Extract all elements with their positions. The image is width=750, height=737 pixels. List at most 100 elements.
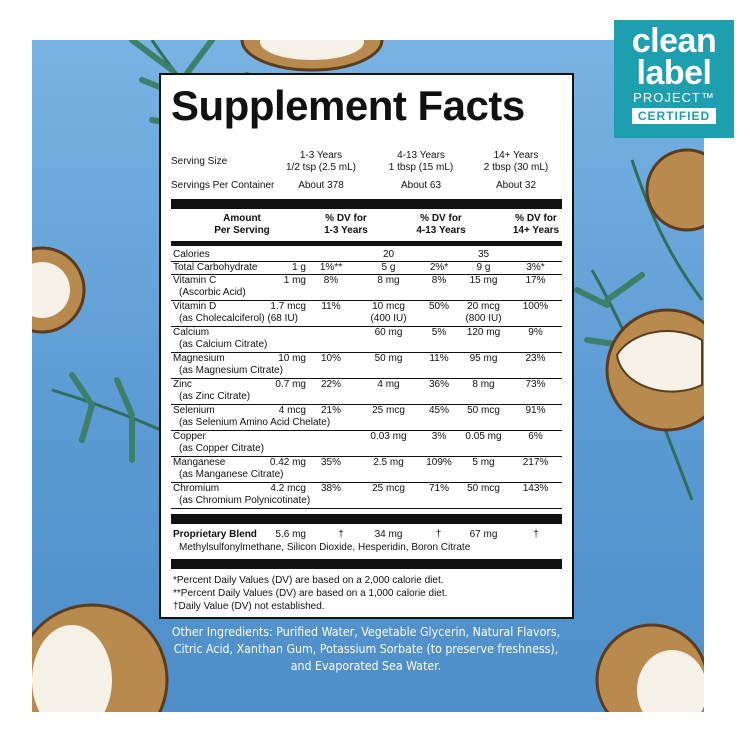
nutrient-value: 21% <box>320 405 341 416</box>
nutrient-value: 50 mg <box>374 353 403 364</box>
nutrient-name: Vitamin C <box>173 275 217 286</box>
clean-label-project-badge: clean label PROJECT™ CERTIFIED <box>614 20 734 138</box>
nutrient-value: 95 mg <box>469 353 498 364</box>
footnote-1: *Percent Daily Values (DV) are based on … <box>173 575 444 586</box>
nutrient-value: 100% <box>522 301 549 312</box>
nutrient-value: 36% <box>428 379 449 390</box>
group-size: 1/2 tsp (2.5 mL) <box>285 162 357 173</box>
nutrient-value: 50 mcg <box>467 405 500 416</box>
nutrient-value: 1 g <box>292 262 306 273</box>
nutrient-value: 25 mcg <box>372 405 405 416</box>
row-divider <box>171 456 562 457</box>
nutrient-value: 2.5 mg <box>373 457 404 468</box>
header-dv-2: % DV for 4-13 Years <box>406 213 476 237</box>
nutrient-value: 17% <box>525 275 546 286</box>
nutrient-value: 11% <box>429 353 449 364</box>
divider-thick <box>171 199 562 209</box>
header-amount-line: Amount <box>223 213 261 224</box>
row-divider <box>171 352 562 353</box>
servings-group-1: About 378 <box>298 180 344 191</box>
serving-group-3: 14+ Years 2 tbsp (30 mL) <box>466 150 566 174</box>
nutrient-value: 10 mg <box>278 353 306 364</box>
blend-dv-2: † <box>435 529 442 540</box>
nutrient-value: 4.2 mcg <box>270 483 306 494</box>
footnote-3: †Daily Value (DV) not established. <box>173 601 325 612</box>
nutrient-value: 20 <box>382 249 395 260</box>
nutrient-value: 8% <box>431 275 447 286</box>
nutrient-value: 4 mg <box>377 379 400 390</box>
nutrient-source: (as Chromium Polynicotinate) <box>179 495 311 506</box>
nutrient-name: Manganese <box>173 457 226 468</box>
nutrient-value: 109% <box>426 457 452 468</box>
nutrient-value: 5 mg <box>472 457 495 468</box>
facts-title: Supplement Facts <box>171 82 525 129</box>
badge-line-1: clean <box>631 22 717 60</box>
row-divider <box>171 430 562 431</box>
nutrient-value: 5 g <box>381 262 396 273</box>
nutrient-value: 3% <box>431 431 447 442</box>
header-dv-line: % DV for <box>515 213 557 224</box>
nutrient-source: (as Magnesium Citrate) <box>179 365 283 376</box>
nutrient-value: 3%* <box>526 262 545 273</box>
divider-medium <box>171 241 562 246</box>
nutrient-source: (as Selenium Amino Acid Chelate) <box>179 417 331 428</box>
header-group-line: 1-3 Years <box>324 225 368 236</box>
nutrient-value: 0.42 mg <box>269 457 306 468</box>
nutrient-value: 45% <box>428 405 449 416</box>
nutrient-value: 1 mg <box>283 275 306 286</box>
nutrient-name: Zinc <box>173 379 192 390</box>
header-dv-3: % DV for 14+ Years <box>501 213 571 237</box>
blend-amount-2: 34 mg <box>374 529 403 540</box>
header-per-line: Per Serving <box>214 225 270 236</box>
nutrient-source: (as Cholecalciferol) (68 IU) <box>179 313 298 324</box>
nutrient-name: Magnesium <box>173 353 225 364</box>
nutrient-name: Calcium <box>173 327 210 338</box>
servings-per-container-label: Servings Per Container <box>171 180 275 191</box>
nutrient-value: 9% <box>528 327 543 338</box>
row-divider <box>171 482 562 483</box>
badge-line-2: label <box>636 54 712 92</box>
nutrient-value: 73% <box>525 379 546 390</box>
header-dv-1: % DV for 1-3 Years <box>311 213 381 237</box>
nutrient-value: 0.05 mg <box>465 431 502 442</box>
row-divider <box>171 261 562 262</box>
nutrient-source: (as Manganese Citrate) <box>179 469 284 480</box>
header-group-line: 14+ Years <box>512 225 560 236</box>
nutrient-value: 11% <box>321 301 341 312</box>
nutrient-value: 217% <box>522 457 549 468</box>
other-ingredients: Other Ingredients: Purified Water, Veget… <box>171 625 561 673</box>
nutrient-value: 1.7 mcg <box>270 301 306 312</box>
nutrient-value: 50 mcg <box>467 483 500 494</box>
nutrient-source: (Ascorbic Acid) <box>179 287 246 298</box>
group-size: 2 tbsp (30 mL) <box>483 162 549 173</box>
nutrient-name: Total Carbohydrate <box>173 262 258 273</box>
nutrient-value: 4 mcg <box>278 405 306 416</box>
serving-size-label: Serving Size <box>171 156 228 167</box>
nutrient-source: (as Zinc Citrate) <box>179 391 251 402</box>
group-age: 1-3 Years <box>299 150 343 161</box>
blend-dv-1: † <box>338 529 344 540</box>
nutrient-value: 60 mg <box>374 327 403 338</box>
nutrient-value: 143% <box>522 483 549 494</box>
nutrient-value: 22% <box>320 379 341 390</box>
badge-certified: CERTIFIED <box>631 108 717 124</box>
nutrient-value: 0.03 mg <box>370 431 407 442</box>
header-group-line: 4-13 Years <box>416 225 466 236</box>
coconut-illustration <box>32 40 704 712</box>
nutrient-name: Vitamin D <box>173 301 217 312</box>
row-divider <box>171 508 562 509</box>
nutrient-name: Chromium <box>173 483 220 494</box>
header-dv-line: % DV for <box>325 213 367 224</box>
nutrient-name: Selenium <box>173 405 215 416</box>
nutrient-value: 35% <box>320 457 341 468</box>
nutrient-source: (as Copper Citrate) <box>179 443 265 454</box>
blend-dv-3: † <box>533 529 539 540</box>
nutrient-value: 0.7 mg <box>275 379 306 390</box>
nutrient-value-extra: (400 IU) <box>370 313 407 324</box>
nutrient-value: 15 mg <box>469 275 498 286</box>
nutrient-value: 8 mg <box>377 275 400 286</box>
row-divider <box>171 274 562 275</box>
nutrient-value: 6% <box>528 431 543 442</box>
blend-ingredients: Methylsulfonylmethane, Silicon Dioxide, … <box>179 542 471 553</box>
nutrient-value: 23% <box>525 353 546 364</box>
